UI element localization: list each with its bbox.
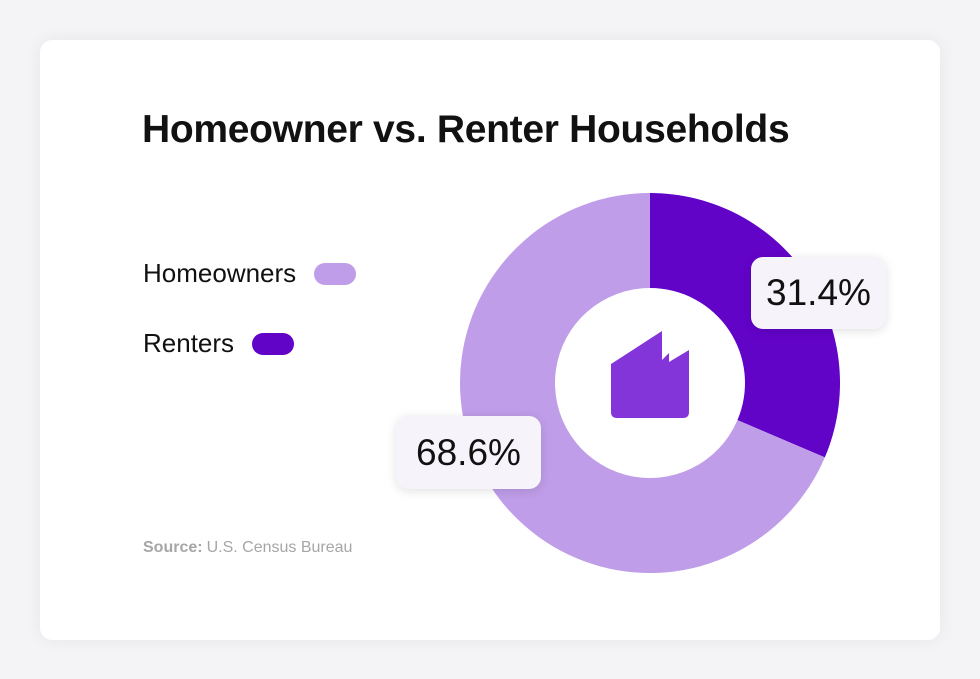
legend-swatch-renters [252,332,295,355]
data-label-homeowners: 68.6% [396,416,541,489]
chart-title: Homeowner vs. Renter Households [142,108,790,151]
legend-item-renters: Renters [143,328,295,359]
pie-slice-homeowners [460,193,825,574]
legend-swatch-homeowners [314,262,357,285]
house-icon [611,331,689,418]
source-label: Source: [143,539,203,556]
legend-label-homeowners: Homeowners [143,258,297,288]
legend-item-homeowners: Homeowners [143,258,357,289]
source-text: U.S. Census Bureau [206,539,353,556]
legend-label-renters: Renters [143,328,235,358]
data-label-renters: 31.4% [751,257,886,329]
source-note: Source: U.S. Census Bureau [143,539,352,557]
